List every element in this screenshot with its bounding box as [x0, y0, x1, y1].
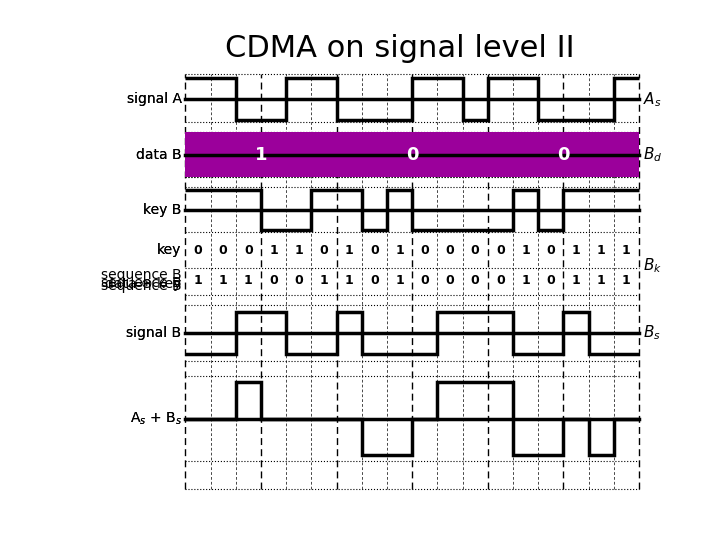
- Text: 0: 0: [219, 244, 228, 256]
- Text: B$_d$: B$_d$: [643, 145, 662, 164]
- Text: 0: 0: [370, 274, 379, 287]
- Text: 1: 1: [597, 274, 606, 287]
- Text: 1: 1: [572, 274, 580, 287]
- Text: 0: 0: [546, 244, 555, 256]
- Text: 0: 0: [406, 145, 418, 164]
- Text: CDMA on signal level II: CDMA on signal level II: [225, 34, 575, 63]
- Text: sequence B: sequence B: [101, 276, 181, 290]
- Text: 1: 1: [521, 274, 530, 287]
- Text: key B: key B: [143, 203, 181, 217]
- Text: 0: 0: [269, 274, 278, 287]
- Text: key: key: [157, 243, 181, 257]
- Text: 1: 1: [244, 274, 253, 287]
- Text: 0: 0: [496, 244, 505, 256]
- Text: A$_s$ + B$_s$: A$_s$ + B$_s$: [130, 410, 181, 427]
- Text: data B: data B: [136, 147, 181, 161]
- Text: 1: 1: [395, 244, 404, 256]
- Text: 1: 1: [622, 244, 631, 256]
- Text: signal B: signal B: [127, 326, 181, 340]
- Text: 0: 0: [420, 274, 429, 287]
- Text: 0: 0: [471, 244, 480, 256]
- Text: 1: 1: [345, 274, 354, 287]
- Text: 1: 1: [572, 244, 580, 256]
- Text: 0: 0: [496, 274, 505, 287]
- Text: B$_k$: B$_k$: [643, 256, 662, 274]
- Text: 1: 1: [219, 274, 228, 287]
- Text: 1: 1: [320, 274, 328, 287]
- Text: 0: 0: [446, 244, 454, 256]
- Text: 1: 1: [521, 244, 530, 256]
- Text: sequence B: sequence B: [101, 268, 181, 282]
- Bar: [186, 132, 639, 177]
- Text: 1: 1: [395, 274, 404, 287]
- Text: 0: 0: [370, 244, 379, 256]
- Text: 0: 0: [557, 145, 570, 164]
- Text: 1: 1: [345, 244, 354, 256]
- Text: 0: 0: [294, 274, 303, 287]
- Text: 0: 0: [194, 244, 202, 256]
- Text: sequence B: sequence B: [101, 279, 181, 293]
- Text: 0: 0: [546, 274, 555, 287]
- Text: 0: 0: [471, 274, 480, 287]
- Text: 1: 1: [269, 244, 278, 256]
- Text: key: key: [157, 243, 181, 257]
- Text: 1: 1: [597, 244, 606, 256]
- Text: 1: 1: [255, 145, 267, 164]
- Text: 0: 0: [244, 244, 253, 256]
- Text: signal A: signal A: [127, 92, 181, 106]
- Text: A$_s$ + B$_s$: A$_s$ + B$_s$: [130, 410, 181, 427]
- Text: 1: 1: [622, 274, 631, 287]
- Text: signal A: signal A: [127, 92, 181, 106]
- Text: 1: 1: [294, 244, 303, 256]
- Text: key B: key B: [143, 203, 181, 217]
- Text: 1: 1: [194, 274, 202, 287]
- Text: B$_s$: B$_s$: [643, 323, 661, 342]
- Text: A$_s$: A$_s$: [643, 90, 662, 109]
- Text: 0: 0: [420, 244, 429, 256]
- Text: 0: 0: [446, 274, 454, 287]
- Text: 0: 0: [320, 244, 328, 256]
- Text: data B: data B: [136, 147, 181, 161]
- Text: data ⊕ key: data ⊕ key: [105, 277, 181, 291]
- Text: signal B: signal B: [127, 326, 181, 340]
